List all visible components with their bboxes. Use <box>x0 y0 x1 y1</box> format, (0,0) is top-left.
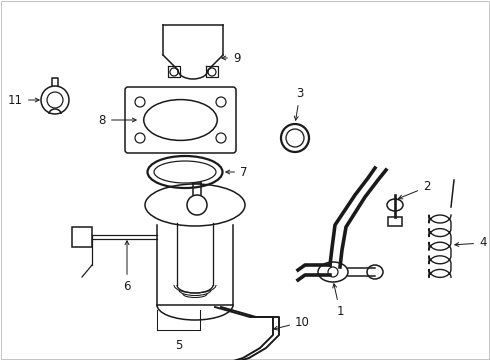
Text: 2: 2 <box>398 180 431 199</box>
Text: 4: 4 <box>455 237 487 249</box>
Text: 8: 8 <box>98 113 136 126</box>
Text: 1: 1 <box>333 284 344 318</box>
Text: 7: 7 <box>226 166 247 179</box>
Text: 9: 9 <box>222 51 241 64</box>
Text: 6: 6 <box>123 241 131 293</box>
Text: 5: 5 <box>175 339 182 352</box>
Text: 11: 11 <box>8 94 39 107</box>
Text: 10: 10 <box>274 315 310 330</box>
Text: 3: 3 <box>294 87 304 120</box>
